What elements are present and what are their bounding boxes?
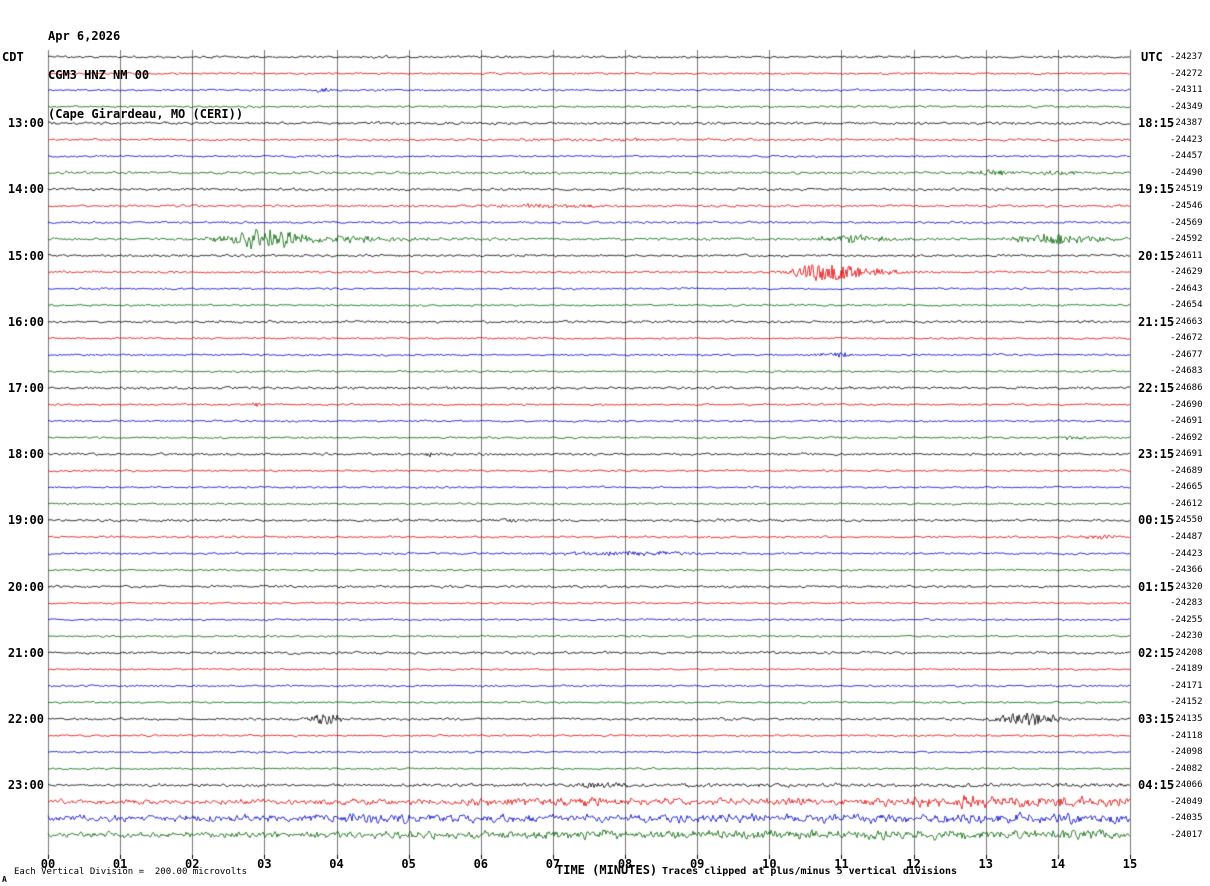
trace-dc-value: -24135 xyxy=(1170,714,1203,724)
trace-dc-value: -24569 xyxy=(1170,217,1203,228)
trace-dc-value: -24689 xyxy=(1170,465,1203,476)
left-hour-label: 22:00 xyxy=(7,712,44,726)
trace-dc-value: -24349 xyxy=(1170,101,1203,112)
left-hour-label: 23:00 xyxy=(7,778,44,793)
trace-dc-value: -24035 xyxy=(1170,813,1203,824)
corner-mark: A xyxy=(2,875,7,884)
header-date: Apr 6,2026 xyxy=(48,29,121,43)
x-tick-label: 14 xyxy=(1050,857,1066,871)
right-timezone-label: UTC xyxy=(1141,50,1163,64)
trace-dc-value: -24612 xyxy=(1170,498,1203,509)
header-location: (Cape Girardeau, MO (CERI)) xyxy=(48,107,244,121)
trace-dc-value: -24082 xyxy=(1170,763,1203,774)
trace-dc-value: -24643 xyxy=(1170,283,1203,294)
x-tick-label: 10 xyxy=(762,857,777,871)
trace-dc-value: -24423 xyxy=(1170,134,1203,145)
x-tick-label: 01 xyxy=(112,857,128,871)
trace-dc-value: -24320 xyxy=(1170,581,1203,592)
x-tick-label: 00 xyxy=(40,857,56,871)
trace-dc-value: -24423 xyxy=(1170,548,1203,559)
right-hour-label: 18:15 xyxy=(1138,116,1175,131)
trace-dc-value: -24189 xyxy=(1170,664,1203,675)
right-hour-label: 02:15 xyxy=(1138,645,1175,660)
trace-dc-value: -24118 xyxy=(1170,730,1203,741)
trace-dc-value: -24519 xyxy=(1170,184,1203,195)
trace-dc-value: -24677 xyxy=(1170,349,1203,360)
trace-dc-value: -24283 xyxy=(1170,598,1203,609)
trace-dc-value: -24387 xyxy=(1170,118,1203,129)
x-tick-label: 08 xyxy=(617,857,633,871)
trace-dc-value: -24490 xyxy=(1170,167,1203,178)
x-axis-title: TIME (MINUTES) xyxy=(556,863,658,877)
right-hour-label: 00:15 xyxy=(1138,513,1175,528)
x-tick-label: 06 xyxy=(473,857,489,871)
x-tick-label: 15 xyxy=(1122,857,1138,871)
trace-dc-value: -24629 xyxy=(1170,267,1203,278)
trace-dc-value: -24171 xyxy=(1170,680,1203,691)
x-tick-label: 12 xyxy=(906,857,921,871)
header-block: Apr 6,2026 CGM3 HNZ NM 00 (Cape Girardea… xyxy=(48,4,243,147)
trace-dc-value: -24066 xyxy=(1170,780,1203,791)
x-tick-label: 09 xyxy=(689,857,705,871)
left-hour-label: 19:00 xyxy=(7,513,44,528)
trace-dc-value: -24208 xyxy=(1170,647,1203,658)
trace-dc-value: -24690 xyxy=(1170,399,1203,410)
trace-dc-value: -24686 xyxy=(1170,383,1203,393)
left-hour-label: 15:00 xyxy=(7,248,44,263)
right-hour-label: 03:15 xyxy=(1138,712,1175,726)
right-hour-label: 19:15 xyxy=(1138,182,1175,197)
left-timezone-label: CDT xyxy=(2,50,24,64)
trace-dc-value: -24691 xyxy=(1170,449,1203,460)
trace-dc-value: -24457 xyxy=(1170,151,1203,162)
trace-dc-value: -24550 xyxy=(1170,515,1203,526)
x-tick-label: 04 xyxy=(329,857,344,871)
trace-dc-value: -24692 xyxy=(1170,432,1203,443)
trace-dc-value: -24691 xyxy=(1170,416,1203,427)
clip-note: Traces clipped at plus/minus 5 vertical … xyxy=(662,866,958,877)
trace-dc-value: -24487 xyxy=(1170,531,1203,542)
trace-dc-value: -24611 xyxy=(1170,250,1203,261)
division-note: Each Vertical Division = 200.00 microvol… xyxy=(14,867,247,877)
right-hour-label: 04:15 xyxy=(1138,778,1175,793)
right-hour-label: 22:15 xyxy=(1138,381,1175,395)
trace-dc-value: -24665 xyxy=(1170,482,1203,493)
x-tick-label: 07 xyxy=(545,857,561,871)
x-tick-label: 05 xyxy=(401,857,416,871)
trace-dc-value: -24654 xyxy=(1170,300,1203,311)
trace-dc-value: -24663 xyxy=(1170,316,1203,327)
trace-dc-value: -24672 xyxy=(1170,333,1203,344)
left-hour-label: 13:00 xyxy=(7,116,44,131)
right-hour-label: 23:15 xyxy=(1138,447,1175,462)
trace-dc-value: -24049 xyxy=(1170,796,1203,807)
trace-dc-value: -24237 xyxy=(1170,52,1203,62)
left-hour-label: 14:00 xyxy=(7,182,44,197)
trace-dc-value: -24230 xyxy=(1170,631,1203,642)
trace-dc-value: -24546 xyxy=(1170,200,1203,211)
x-tick-label: 11 xyxy=(834,857,849,871)
x-tick-label: 13 xyxy=(978,857,993,871)
right-hour-label: 21:15 xyxy=(1138,314,1175,329)
trace-dc-value: -24017 xyxy=(1170,829,1203,840)
trace-dc-value: -24683 xyxy=(1170,366,1203,377)
trace-dc-value: -24366 xyxy=(1170,565,1203,576)
right-hour-label: 20:15 xyxy=(1138,248,1175,263)
trace-dc-value: -24152 xyxy=(1170,697,1203,708)
trace-dc-value: -24255 xyxy=(1170,614,1203,625)
header-station: CGM3 HNZ NM 00 xyxy=(48,68,150,82)
trace-dc-value: -24592 xyxy=(1170,234,1203,245)
x-tick-label: 02 xyxy=(185,857,200,871)
trace-dc-value: -24272 xyxy=(1170,68,1203,79)
x-tick-label: 03 xyxy=(257,857,272,871)
left-hour-label: 18:00 xyxy=(7,447,44,462)
trace-dc-value: -24311 xyxy=(1170,85,1203,96)
trace-dc-value: -24098 xyxy=(1170,747,1203,758)
left-hour-label: 21:00 xyxy=(7,645,44,660)
right-hour-label: 01:15 xyxy=(1138,579,1175,594)
left-hour-label: 17:00 xyxy=(7,381,44,395)
left-hour-label: 20:00 xyxy=(7,579,44,594)
left-hour-label: 16:00 xyxy=(7,314,44,329)
